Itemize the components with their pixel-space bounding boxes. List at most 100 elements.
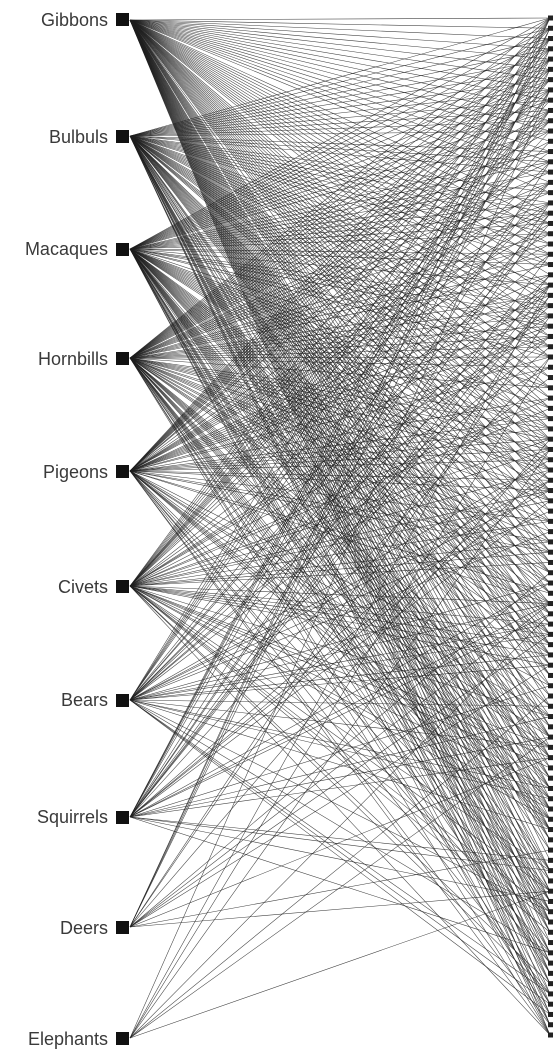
interaction-link-pigeons: [129, 58, 551, 472]
interaction-link-squirrels: [129, 161, 551, 818]
interaction-link-squirrels: [129, 582, 551, 818]
interaction-link-pigeons: [129, 243, 551, 472]
interaction-link-deers: [129, 439, 551, 928]
interaction-link-bears: [129, 305, 551, 701]
interaction-link-squirrels: [129, 603, 551, 818]
interaction-link-macaques: [129, 248, 551, 769]
squirrels-node: [116, 811, 129, 824]
plant-node: [548, 498, 553, 504]
interaction-link-macaques: [129, 248, 551, 419]
interaction-link-macaques: [129, 248, 551, 255]
interaction-link-civets: [129, 38, 551, 587]
interaction-link-macaques: [129, 248, 551, 594]
interaction-link-pigeons: [129, 418, 551, 472]
interaction-link-hornbills: [129, 357, 551, 491]
interaction-link-hornbills: [129, 357, 551, 368]
interaction-link-civets: [129, 585, 551, 923]
plant-node: [548, 991, 553, 997]
interaction-link-gibbons: [129, 19, 551, 532]
interaction-link-pigeons: [129, 89, 551, 472]
interaction-link-gibbons: [129, 19, 551, 995]
plant-node: [548, 878, 553, 884]
pigeons-label: Pigeons: [43, 462, 108, 482]
interaction-link-bears: [129, 582, 551, 701]
interaction-link-gibbons: [129, 19, 551, 481]
interaction-link-civets: [129, 254, 551, 587]
interaction-link-hornbills: [129, 357, 551, 738]
gibbons-label: Gibbons: [41, 10, 108, 30]
interaction-link-macaques: [129, 248, 551, 450]
bulbuls-label: Bulbuls: [49, 127, 108, 147]
interaction-link-civets: [129, 100, 551, 587]
interaction-link-gibbons: [129, 19, 551, 163]
interaction-link-pigeons: [129, 38, 551, 472]
interaction-link-civets: [129, 585, 551, 748]
pigeons-node: [116, 465, 129, 478]
interaction-link-macaques: [129, 248, 551, 317]
interaction-link-bears: [129, 223, 551, 701]
interaction-link-squirrels: [129, 284, 551, 818]
interaction-link-bulbuls: [129, 89, 551, 137]
interaction-link-bears: [129, 459, 551, 701]
interaction-link-civets: [129, 585, 551, 717]
interaction-link-elephants: [129, 449, 551, 1039]
interaction-link-squirrels: [129, 356, 551, 818]
interaction-link-bears: [129, 89, 551, 701]
interaction-link-bulbuls: [129, 17, 551, 137]
civets-label: Civets: [58, 577, 108, 597]
interaction-link-pigeons: [129, 470, 551, 491]
interaction-link-macaques: [129, 99, 551, 250]
interaction-link-civets: [129, 585, 551, 625]
interaction-link-bears: [129, 213, 551, 701]
interaction-link-squirrels: [129, 500, 551, 818]
plant-node: [548, 539, 553, 545]
interaction-link-hornbills: [129, 38, 551, 359]
interaction-link-deers: [129, 572, 551, 928]
interaction-link-bears: [129, 654, 551, 701]
plant-node: [548, 344, 553, 350]
interaction-link-pigeons: [129, 305, 551, 472]
interaction-link-gibbons: [129, 19, 551, 50]
plant-node: [548, 888, 553, 894]
interaction-link-hornbills: [129, 305, 551, 359]
plant-node: [548, 375, 553, 381]
plant-node: [548, 580, 553, 586]
interaction-link-squirrels: [129, 274, 551, 818]
interaction-link-civets: [129, 585, 551, 769]
interaction-link-macaques: [129, 248, 551, 265]
plant-node: [548, 107, 553, 113]
interaction-link-squirrels: [129, 38, 551, 818]
frugivore-bulbuls: Bulbuls: [49, 127, 129, 147]
interaction-link-gibbons: [129, 19, 551, 471]
interaction-link-civets: [129, 17, 551, 587]
interaction-link-gibbons: [129, 19, 551, 789]
plant-node: [548, 981, 553, 987]
interaction-link-civets: [129, 120, 551, 587]
interaction-link-civets: [129, 325, 551, 587]
plant-node: [548, 488, 553, 494]
interaction-link-pigeons: [129, 110, 551, 472]
interaction-link-squirrels: [129, 816, 551, 902]
plant-node: [548, 200, 553, 206]
plant-node: [548, 426, 553, 432]
interaction-link-macaques: [129, 89, 551, 250]
interaction-link-pigeons: [129, 17, 551, 472]
frugivore-squirrels: Squirrels: [37, 807, 129, 827]
interaction-link-hornbills: [129, 212, 551, 359]
hornbills-label: Hornbills: [38, 349, 108, 369]
plant-node: [548, 15, 553, 21]
interaction-link-civets: [129, 585, 551, 912]
interaction-link-elephants: [129, 613, 551, 1039]
interaction-link-gibbons: [129, 19, 551, 306]
plant-node: [548, 333, 553, 339]
interaction-link-civets: [129, 110, 551, 587]
frugivore-pigeons: Pigeons: [43, 462, 129, 482]
interaction-link-elephants: [129, 356, 551, 1039]
plant-node: [548, 683, 553, 689]
interaction-link-hornbills: [129, 243, 551, 359]
plant-node: [548, 909, 553, 915]
interaction-link-bears: [129, 284, 551, 701]
plant-node: [548, 775, 553, 781]
interaction-link-pigeons: [129, 212, 551, 472]
interaction-link-macaques: [129, 48, 551, 250]
